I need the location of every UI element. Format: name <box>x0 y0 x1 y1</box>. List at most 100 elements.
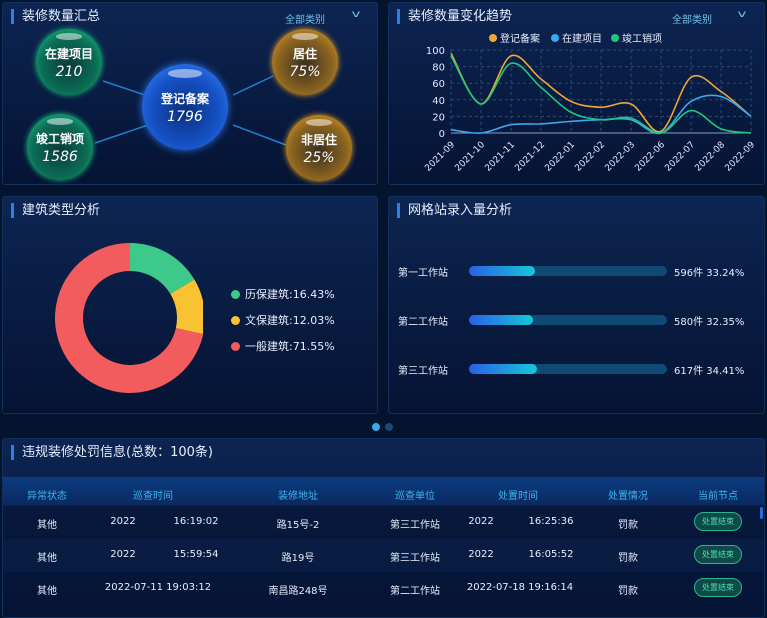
table-cell: 其他 <box>37 586 57 597</box>
donut-slice-0[interactable] <box>130 243 195 294</box>
table-row[interactable]: 其他 2022 16:19:02 路15号-2 第三工作站 2022 16:25:36 罚款 处… <box>3 506 764 539</box>
building-panel: 建筑类型分析 历保建筑:16.43% 文保建筑:12.03% 一般建筑:71.55% <box>2 196 378 414</box>
station-value: 617件 34.41% <box>674 366 745 377</box>
legend-label[interactable]: 登记备案 <box>500 32 540 45</box>
column-header[interactable]: 处置时间 <box>498 491 538 502</box>
status-badge[interactable]: 处置结束 <box>694 545 742 564</box>
y-tick-label: 60 <box>432 79 445 90</box>
x-tick-label: 2022-08 <box>693 140 727 174</box>
legend-label[interactable]: 在建项目 <box>562 32 602 45</box>
connector-lines <box>94 75 287 146</box>
table-cell: 第三工作站 <box>390 520 440 531</box>
column-header[interactable]: 异常状态 <box>27 491 67 502</box>
table-cell: 其他 <box>37 520 57 531</box>
legend-dot <box>551 34 559 42</box>
bubble-label: 在建项目 <box>44 46 93 61</box>
y-tick-label: 20 <box>432 112 445 123</box>
x-tick-label: 2022-06 <box>633 140 667 174</box>
panel-title: 建筑类型分析 <box>11 203 100 218</box>
series-line-2 <box>450 55 752 134</box>
progress-track <box>469 315 667 325</box>
station-row: 第一工作站 596件 33.24% <box>389 264 764 279</box>
status-badge[interactable]: 处置结束 <box>694 578 742 597</box>
table-row[interactable]: 其他 2022-07-11 19:03:12 南昌路248号 第二工作站 2022-07… <box>3 572 764 605</box>
completed-bubble[interactable]: 竣工销项 1586 <box>27 114 93 180</box>
bubble-label: 竣工销项 <box>35 131 84 146</box>
x-tick-label: 2022-07 <box>663 140 697 174</box>
carousel-dot[interactable] <box>385 423 393 431</box>
column-header[interactable]: 巡查单位 <box>395 491 435 502</box>
station-row: 第三工作站 617件 34.41% <box>389 362 764 377</box>
y-tick-label: 0 <box>439 129 445 140</box>
table-cell: 16:05:52 <box>528 549 574 560</box>
panel-title: 装修数量汇总 <box>11 9 100 24</box>
summary-panel: 装修数量汇总 全部类别 v 在建项目 210 竣工销项 1586 登记备案 17… <box>2 2 378 185</box>
station-value: 580件 32.35% <box>674 317 745 328</box>
station-label: 第三工作站 <box>398 366 448 377</box>
in-progress-bubble[interactable]: 在建项目 210 <box>36 29 102 95</box>
legend-item[interactable]: 一般建筑:71.55% <box>231 338 335 354</box>
category-select[interactable]: 全部类别 <box>672 15 712 26</box>
scrollbar[interactable] <box>760 507 763 519</box>
table-cell: 2022-07-18 19:16:14 <box>466 582 574 593</box>
table-row[interactable]: 其他 2022 15:59:54 路19号 第三工作站 2022 16:05:52 罚款 处置结… <box>3 539 764 572</box>
panel-title: 网格站录入量分析 <box>397 203 512 218</box>
donut-chart <box>55 243 203 393</box>
status-badge[interactable]: 处置结束 <box>694 512 742 531</box>
x-tick-label: 2022-09 <box>723 140 757 174</box>
legend-dot <box>231 315 240 325</box>
chevron-down-icon[interactable]: v <box>737 9 747 20</box>
station-label: 第一工作站 <box>398 268 448 279</box>
registered-bubble[interactable]: 登记备案 1796 <box>142 64 228 150</box>
y-tick-label: 40 <box>432 96 445 107</box>
donut-slice-1[interactable] <box>170 279 203 335</box>
bubble-label: 居住 <box>292 46 317 61</box>
carousel-dot-active[interactable] <box>372 423 380 431</box>
legend-dot <box>489 34 497 42</box>
progress-fill <box>469 315 534 325</box>
table-cell: 路19号 <box>281 553 315 564</box>
category-select[interactable]: 全部类别 <box>285 15 325 26</box>
x-tick-label: 2022-01 <box>543 140 577 174</box>
bubble-value: 1586 <box>42 148 78 165</box>
legend-dot <box>231 289 240 299</box>
progress-track <box>469 364 667 374</box>
table-cell: 罚款 <box>618 520 638 531</box>
legend-label: 文保建筑:12.03% <box>245 314 335 327</box>
table-cell: 路15号-2 <box>276 520 320 531</box>
table-cell: 罚款 <box>618 553 638 564</box>
column-header[interactable]: 处置情况 <box>608 491 648 502</box>
table-cell: 2022 <box>468 516 494 527</box>
x-tick-label: 2021-12 <box>513 140 547 174</box>
column-header[interactable]: 当前节点 <box>698 491 738 502</box>
violations-panel: 违规装修处罚信息(总数：100条) 异常状态 巡查时间 装修地址 巡查单位 处置时间 处置… <box>2 438 765 618</box>
table-cell: 16:25:36 <box>528 516 574 527</box>
trend-panel: 装修数量变化趋势 全部类别 v 0 20 40 60 80 100 2021-09 2021-… <box>388 2 765 185</box>
legend-item[interactable]: 历保建筑:16.43% <box>231 286 335 302</box>
table-cell: 南昌路248号 <box>268 586 328 597</box>
donut-slice-2[interactable] <box>55 243 203 393</box>
trend-chart: 0 20 40 60 80 100 2021-092021-102021-112021-12… <box>423 32 757 174</box>
legend-label[interactable]: 竣工销项 <box>622 32 662 45</box>
series-line-1 <box>450 94 752 135</box>
table-cell: 2022-07-11 19:03:12 <box>104 582 212 593</box>
legend-dot <box>231 341 240 351</box>
table-cell: 2022 <box>110 549 136 560</box>
bubble-value: 1796 <box>167 108 203 125</box>
bubble-label: 非居住 <box>300 132 337 147</box>
station-row: 第二工作站 580件 32.35% <box>389 313 764 328</box>
progress-fill <box>469 364 538 374</box>
legend-item[interactable]: 文保建筑:12.03% <box>231 312 335 328</box>
chevron-down-icon[interactable]: v <box>351 9 361 20</box>
bubble-label: 登记备案 <box>160 91 209 106</box>
bubble-value: 25% <box>303 149 335 166</box>
non-residential-bubble[interactable]: 非居住 25% <box>286 115 352 181</box>
legend-label: 一般建筑:71.55% <box>245 340 335 353</box>
table-cell: 15:59:54 <box>173 549 219 560</box>
x-tick-label: 2021-10 <box>453 140 487 174</box>
residential-bubble[interactable]: 居住 75% <box>272 29 338 95</box>
table-cell: 其他 <box>37 553 57 564</box>
column-header[interactable]: 巡查时间 <box>133 491 173 502</box>
column-header[interactable]: 装修地址 <box>278 491 318 502</box>
panel-title: 装修数量变化趋势 <box>397 9 512 24</box>
